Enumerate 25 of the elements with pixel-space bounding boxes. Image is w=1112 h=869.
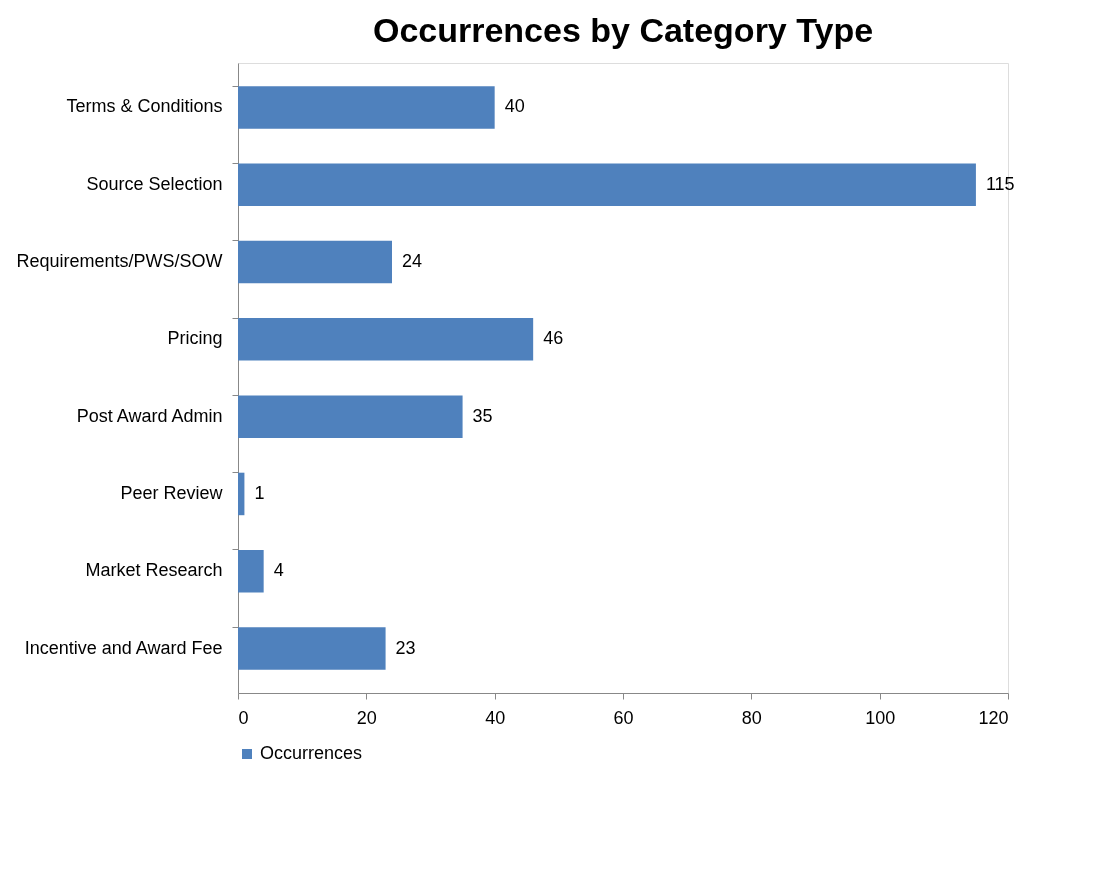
- y-tick-label: Incentive and Award Fee: [24, 637, 223, 658]
- data-label: 23: [395, 637, 416, 658]
- legend-label: Occurrences: [260, 743, 363, 763]
- chart-title: Occurrences by Category Type: [372, 11, 874, 49]
- x-tick-label: 40: [485, 707, 506, 728]
- x-tick-label: 20: [356, 707, 377, 728]
- y-tick-label: Market Research: [85, 560, 223, 581]
- x-tick-label: 80: [741, 707, 762, 728]
- x-tick-label: 120: [978, 707, 1009, 728]
- data-label: 1: [254, 482, 265, 503]
- y-tick-label: Peer Review: [120, 482, 224, 503]
- data-label: 24: [402, 251, 423, 272]
- data-label: 4: [273, 560, 284, 581]
- y-tick-label: Terms & Conditions: [66, 96, 223, 117]
- y-tick-label: Pricing: [167, 328, 223, 349]
- x-tick-label: 60: [613, 707, 634, 728]
- y-tick-label: Requirements/PWS/SOW: [16, 251, 223, 272]
- x-tick-label: 100: [865, 707, 896, 728]
- data-label: 40: [504, 96, 525, 117]
- data-label: 46: [543, 328, 564, 349]
- y-tick-label: Post Award Admin: [76, 405, 223, 426]
- data-label: 115: [985, 173, 1015, 194]
- data-label: 35: [472, 405, 493, 426]
- y-tick-label: Source Selection: [86, 173, 223, 194]
- x-tick-label: 0: [238, 707, 249, 728]
